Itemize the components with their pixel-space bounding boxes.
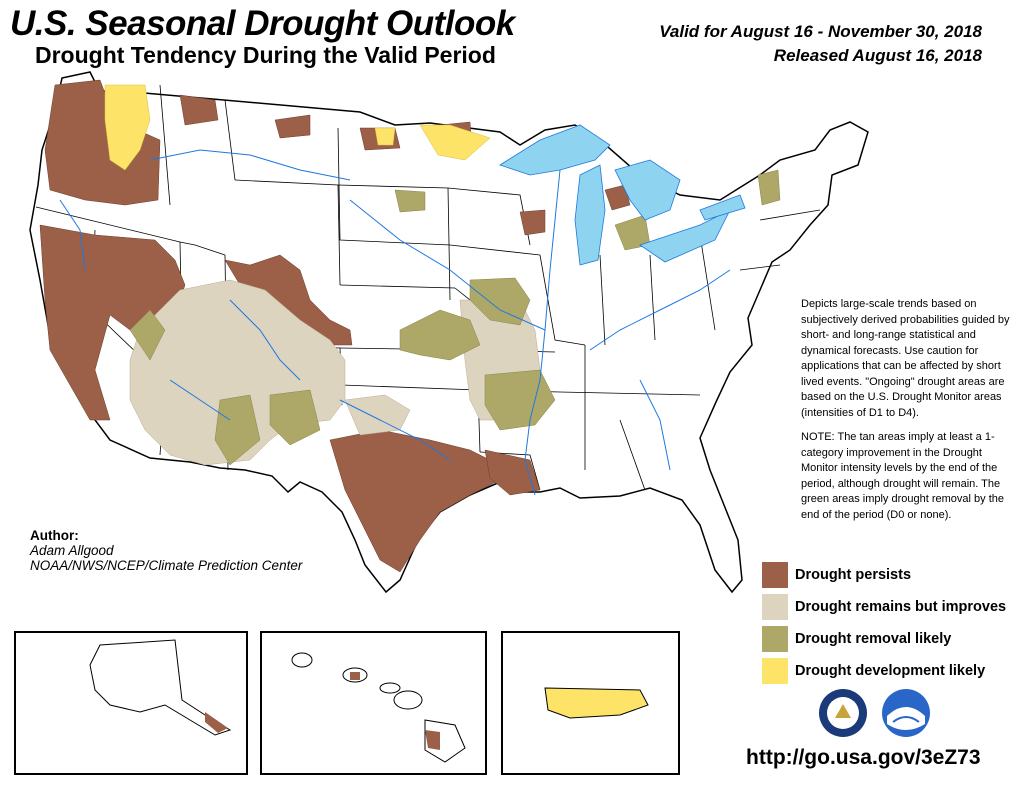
development-swatch — [762, 658, 788, 684]
drought-development-areas — [104, 84, 491, 171]
legend-label: Drought remains but improves — [795, 599, 1007, 615]
legend: Drought persists Drought remains but imp… — [762, 559, 1006, 687]
url-link[interactable]: http://go.usa.gov/3eZ73 — [746, 746, 981, 769]
legend-label: Drought removal likely — [795, 631, 952, 647]
author-heading: Author: — [30, 528, 79, 543]
description-paragraph-2: NOTE: The tan areas imply at least a 1-c… — [801, 431, 1004, 521]
legend-item-persists: Drought persists — [762, 559, 1006, 591]
removal-swatch — [762, 626, 788, 652]
hawaii-drought — [425, 730, 440, 750]
author-org: NOAA/NWS/NCEP/Climate Prediction Center — [30, 558, 303, 573]
rivers — [59, 149, 731, 496]
valid-period: Valid for August 16 - November 30, 2018 … — [659, 20, 982, 68]
release-date: Released August 16, 2018 — [773, 46, 982, 65]
noaa-logo-icon — [882, 689, 930, 737]
puerto-rico-shape — [544, 687, 649, 719]
persists-swatch — [762, 562, 788, 588]
map-title: U.S. Seasonal Drought Outlook — [10, 4, 515, 43]
author-block: Author: Adam Allgood NOAA/NWS/NCEP/Clima… — [30, 528, 302, 573]
description-paragraph-1: Depicts large-scale trends based on subj… — [801, 298, 1010, 419]
drought-removal-areas — [129, 169, 781, 466]
improves-swatch — [762, 594, 788, 620]
hawaii-drought-small — [350, 672, 360, 680]
drought-persists-areas — [39, 79, 631, 573]
doc-seal-icon — [819, 689, 867, 737]
great-lakes — [499, 124, 746, 266]
hawaii-islands — [291, 652, 466, 763]
alaska-drought — [205, 712, 228, 733]
description-box: Depicts large-scale trends based on subj… — [801, 297, 1019, 532]
legend-item-removal: Drought removal likely — [762, 623, 1006, 655]
legend-label: Drought persists — [795, 567, 912, 583]
legend-item-improves: Drought remains but improves — [762, 591, 1006, 623]
valid-dates: Valid for August 16 - November 30, 2018 — [659, 22, 982, 41]
alaska-shape — [89, 639, 232, 736]
legend-item-development: Drought development likely — [762, 655, 1006, 687]
legend-label: Drought development likely — [795, 663, 986, 679]
map-subtitle: Drought Tendency During the Valid Period — [35, 42, 496, 68]
author-name: Adam Allgood — [30, 543, 114, 558]
